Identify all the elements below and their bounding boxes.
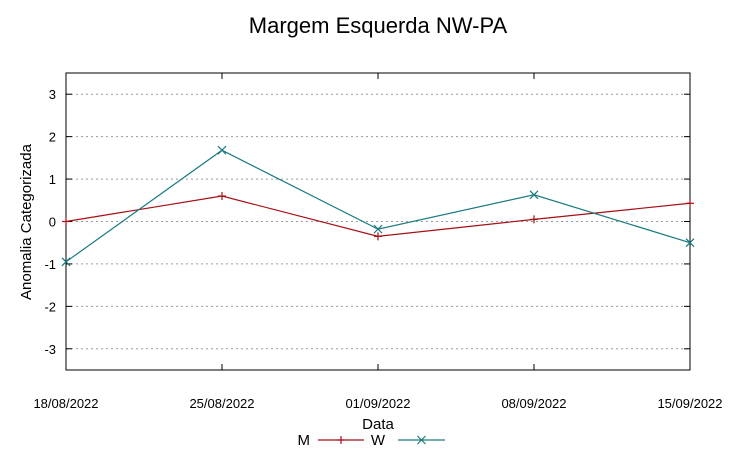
legend-marker-w-stroke bbox=[417, 435, 426, 445]
data-point-w-stroke bbox=[61, 257, 71, 267]
y-axis-label: Anomalia Categorizada bbox=[18, 143, 35, 300]
data-point-m bbox=[530, 215, 538, 224]
grid-lines bbox=[66, 93, 690, 350]
data-point-w-stroke bbox=[685, 238, 695, 248]
data-point-m bbox=[374, 232, 382, 241]
data-point-w bbox=[373, 224, 383, 234]
x-tick-label: 08/09/2022 bbox=[501, 396, 566, 411]
x-tick-label: 15/09/2022 bbox=[657, 396, 722, 411]
x-tick-label: 01/09/2022 bbox=[345, 396, 410, 411]
series-line-m bbox=[65, 195, 691, 237]
legend-marker-m bbox=[337, 436, 345, 444]
y-tick-label: 2 bbox=[49, 130, 56, 145]
y-tick-label: 3 bbox=[49, 87, 56, 102]
data-point-w-stroke bbox=[217, 145, 227, 155]
y-tick-label: -1 bbox=[44, 257, 56, 272]
series-layer bbox=[61, 145, 695, 267]
data-point-m bbox=[62, 217, 70, 226]
y-tick-label: 0 bbox=[49, 215, 56, 230]
data-point-m bbox=[686, 199, 694, 208]
data-point-m bbox=[218, 192, 226, 201]
y-tick-label: 1 bbox=[49, 172, 56, 187]
y-tick-label: -2 bbox=[44, 299, 56, 314]
legend-marker-w bbox=[417, 435, 426, 445]
x-axis-ticks: 18/08/2022 25/08/2022 01/09/2022 08/09/2022… bbox=[33, 73, 723, 411]
x-tick-label: 25/08/2022 bbox=[189, 396, 254, 411]
x-tick-label: 18/08/2022 bbox=[33, 396, 98, 411]
data-point-w bbox=[61, 257, 71, 267]
chart-title: Margem Esquerda NW-PA bbox=[249, 13, 508, 38]
x-axis-label: Data bbox=[362, 416, 394, 433]
data-point-w bbox=[529, 190, 539, 200]
legend-label-m: M bbox=[298, 432, 311, 449]
data-point-w bbox=[685, 238, 695, 248]
data-point-w-stroke bbox=[529, 190, 539, 200]
data-point-w bbox=[217, 145, 227, 155]
data-point-w-stroke bbox=[373, 224, 383, 234]
legend-label-w: W bbox=[371, 432, 386, 449]
y-tick-label: -3 bbox=[44, 342, 56, 357]
